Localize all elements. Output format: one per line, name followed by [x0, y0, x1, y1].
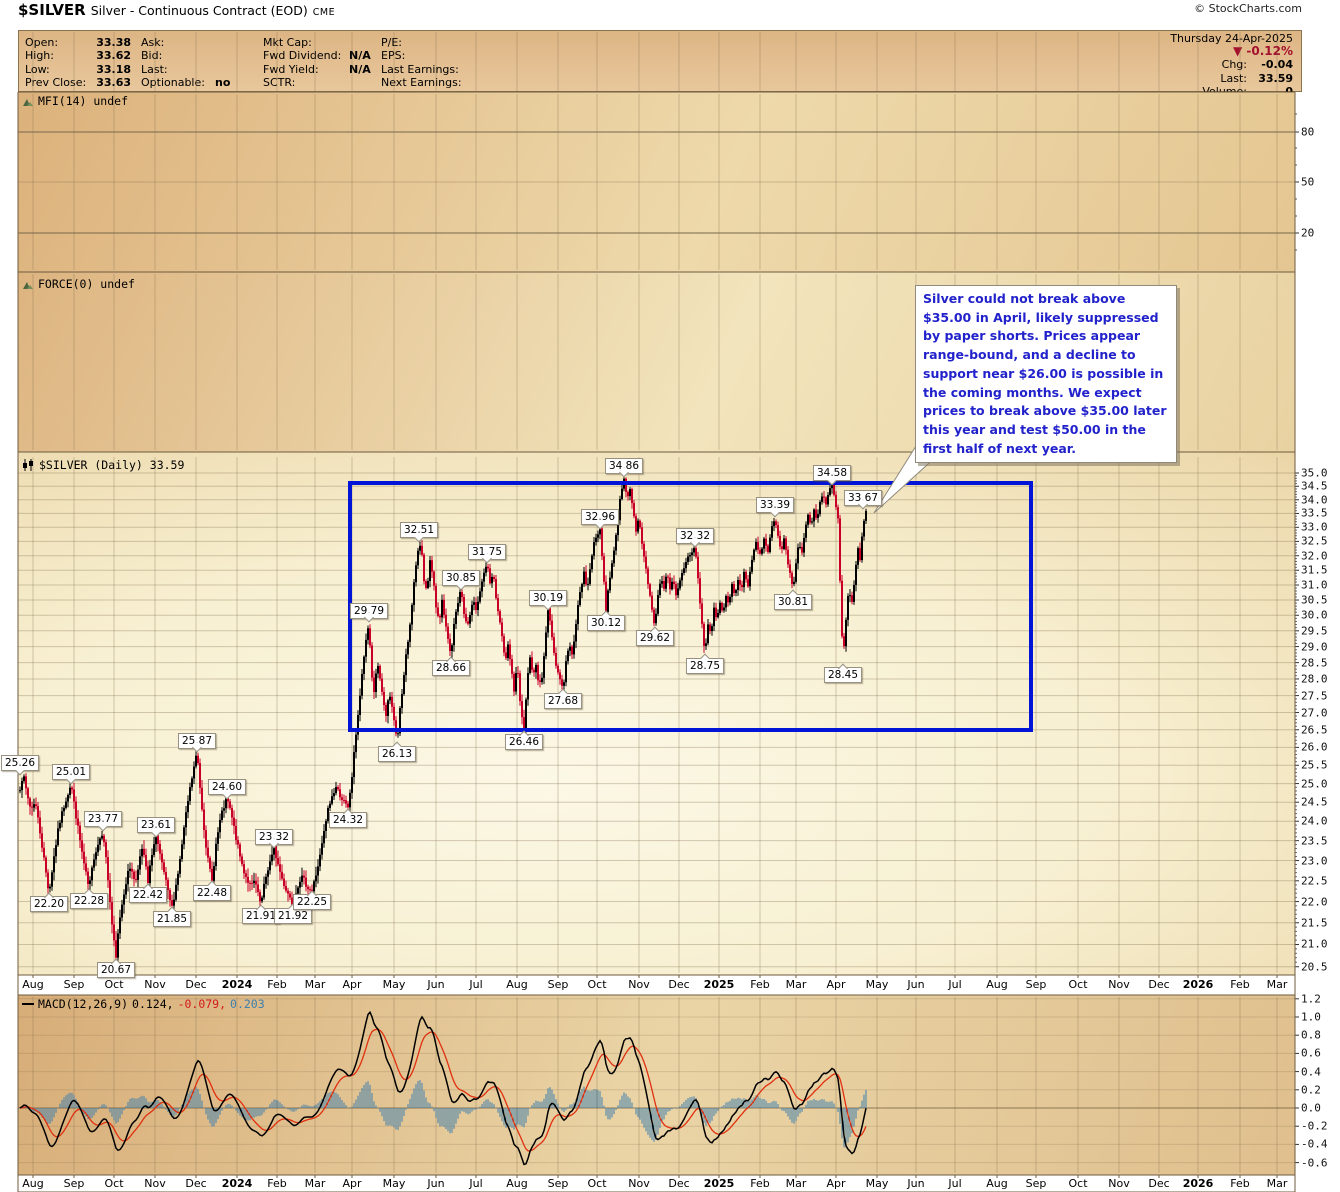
low-value: 33.18 [91, 63, 131, 76]
instrument-name: Silver - Continuous Contract (EOD) [90, 3, 308, 18]
fwd-yield-label: Fwd Yield: [263, 62, 319, 76]
x-axis-strip-middle [18, 975, 1295, 995]
last-label: Last: [141, 62, 168, 76]
price-gridlines [18, 472, 1299, 968]
macd-lines [19, 1010, 867, 1166]
quote-panel: Open: 33.38 High: 33.62 Low: 33.18 Prev Clo… [18, 30, 1302, 98]
prev-close-value: 33.63 [91, 76, 131, 89]
fwd-yield-value: N/A [349, 62, 371, 76]
low-label: Low: [25, 62, 50, 76]
high-value: 33.62 [91, 49, 131, 62]
panel-frames [17, 91, 1296, 1192]
mfi-gridlines [18, 113, 1299, 251]
range-box-annotation [348, 481, 1033, 732]
down-arrow-icon: ▼ [1232, 44, 1243, 59]
candlestick-series [19, 475, 867, 967]
prev-close-label: Prev Close: [25, 76, 87, 90]
high-label: High: [25, 49, 54, 63]
last-value: 33.59 [1258, 71, 1293, 85]
last-earnings-label: Last Earnings: [381, 62, 459, 76]
macd-legend: MACD(12,26,9) 0.124, -0.079, 0.203 [22, 997, 265, 1011]
optionable-value: no [215, 76, 231, 90]
ask-label: Ask: [141, 36, 165, 49]
mfi-label: MFI(14) undef [38, 94, 129, 108]
candlestick-icon [23, 459, 33, 471]
quote-col-ohlc: Open: 33.38 High: 33.62 Low: 33.18 Prev Clo… [25, 36, 131, 90]
sctr-label: SCTR: [263, 76, 296, 90]
macd-gridlines [18, 998, 1299, 1164]
pe-label: P/E: [381, 36, 402, 49]
fwd-dividend-label: Fwd Dividend: [263, 49, 342, 63]
price-label: $SILVER (Daily) 33.59 [39, 458, 185, 472]
open-label: Open: [25, 36, 59, 49]
macd-value: 0.124, [132, 997, 174, 1011]
last-row: Last: 33.59 [1220, 71, 1293, 85]
macd-panel-bg [18, 995, 1295, 1175]
mfi-legend: MFI(14) undef [22, 94, 128, 108]
symbol-title: $SILVER [18, 1, 86, 19]
copyright-link[interactable]: © StockCharts.com [1194, 2, 1302, 15]
open-value: 33.38 [91, 36, 131, 49]
next-earnings-label: Next Earnings: [381, 76, 462, 90]
chg-value: -0.04 [1261, 58, 1293, 72]
optionable-label: Optionable: [141, 76, 205, 90]
macd-signal-value: -0.079, [177, 997, 227, 1011]
chg-row: Chg: -0.04 [1221, 58, 1293, 72]
quote-col-earnings: P/E: EPS: Last Earnings: Next Earnings: [381, 36, 462, 90]
mktcap-label: Mkt Cap: [263, 36, 312, 49]
force-label: FORCE(0) undef [38, 277, 135, 291]
quote-date: Thursday 24-Apr-2025 [1170, 32, 1293, 45]
x-axis-strip-bottom [18, 1175, 1295, 1192]
fwd-dividend-value: N/A [349, 49, 371, 63]
quote-col-bidask: Ask: Bid: Last: Optionable: no [141, 36, 230, 90]
line-icon [22, 1003, 34, 1005]
volume-value: 0 [1253, 85, 1293, 98]
macd-label: MACD(12,26,9) [38, 997, 129, 1011]
force-legend: FORCE(0) undef [22, 277, 135, 291]
title-bar: $SILVER Silver - Continuous Contract (EOD… [18, 0, 1302, 20]
pct-change: ▼ -0.12% [1232, 44, 1293, 59]
quote-col-fundamentals: Mkt Cap: Fwd Dividend: N/A Fwd Yield: N/A … [263, 36, 371, 90]
macd-histogram [19, 1080, 867, 1148]
macd-hist-value: 0.203 [230, 997, 265, 1011]
mountain-icon [23, 98, 33, 106]
bid-label: Bid: [141, 49, 163, 63]
annotation-note: Silver could not break above $35.00 in A… [915, 285, 1177, 464]
mfi-panel-bg [18, 92, 1295, 272]
eps-label: EPS: [381, 49, 406, 63]
mountain-icon [23, 281, 33, 289]
vertical-gridlines [32, 32, 1278, 1178]
exchange-label: CME [312, 7, 336, 18]
price-legend: $SILVER (Daily) 33.59 [22, 458, 184, 472]
